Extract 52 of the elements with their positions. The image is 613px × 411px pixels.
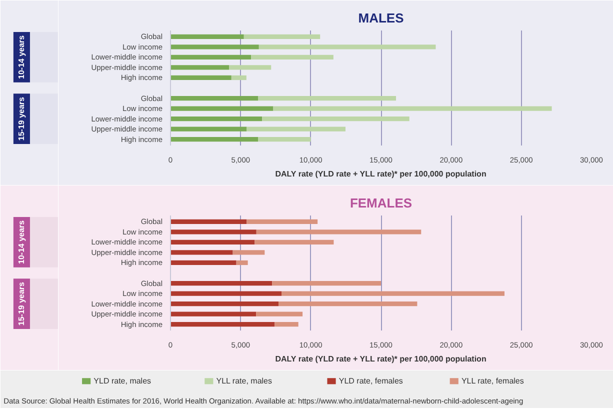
bar bbox=[273, 106, 552, 111]
bar bbox=[170, 96, 258, 101]
bar bbox=[170, 301, 279, 306]
chart-title: FEMALES bbox=[350, 196, 412, 210]
legend-label: YLD rate, males bbox=[94, 376, 152, 386]
bar bbox=[170, 34, 244, 39]
bar bbox=[246, 219, 318, 224]
bar bbox=[170, 75, 232, 80]
text: 15-19 years bbox=[17, 96, 26, 141]
legend-label: YLL rate, males bbox=[216, 376, 272, 386]
text: 15-19 years bbox=[17, 281, 26, 326]
bar bbox=[232, 250, 265, 255]
bar bbox=[229, 65, 272, 70]
bar bbox=[170, 280, 272, 286]
x-axis-title: DALY rate (YLD rate + YLL rate)* per 100,000 population bbox=[275, 170, 486, 178]
bar bbox=[246, 126, 346, 132]
bar bbox=[282, 291, 504, 296]
bar bbox=[170, 322, 275, 327]
text: 10-14 years bbox=[17, 220, 26, 264]
bar bbox=[170, 219, 247, 224]
text: 10-14 years bbox=[17, 34, 26, 79]
chart-title: MALES bbox=[358, 10, 404, 26]
bar bbox=[170, 44, 259, 50]
bar bbox=[262, 116, 410, 122]
bar bbox=[254, 240, 334, 245]
bar bbox=[278, 301, 418, 306]
bar bbox=[170, 260, 236, 266]
bar bbox=[258, 137, 311, 142]
bar bbox=[170, 250, 233, 255]
bar bbox=[170, 312, 256, 316]
bar bbox=[170, 65, 230, 70]
bar bbox=[258, 44, 436, 50]
bar bbox=[256, 312, 303, 316]
bar bbox=[170, 240, 255, 245]
bar bbox=[231, 75, 246, 80]
bar bbox=[170, 230, 256, 234]
bar bbox=[236, 260, 248, 266]
bar bbox=[170, 291, 282, 296]
bar bbox=[170, 116, 262, 122]
bar bbox=[258, 96, 396, 101]
bar bbox=[272, 280, 381, 286]
bar bbox=[170, 106, 274, 111]
bar bbox=[170, 126, 247, 132]
bar bbox=[256, 230, 422, 234]
bar bbox=[244, 34, 320, 39]
bar bbox=[170, 137, 258, 142]
legend-label: YLL rate, females bbox=[461, 376, 524, 386]
legend-label: YLD rate, females bbox=[338, 376, 403, 386]
bar bbox=[274, 322, 298, 327]
bar bbox=[170, 54, 252, 60]
x-axis-title: DALY rate (YLD rate + YLL rate)* per 100,000 population bbox=[275, 354, 486, 364]
bar bbox=[251, 54, 334, 60]
